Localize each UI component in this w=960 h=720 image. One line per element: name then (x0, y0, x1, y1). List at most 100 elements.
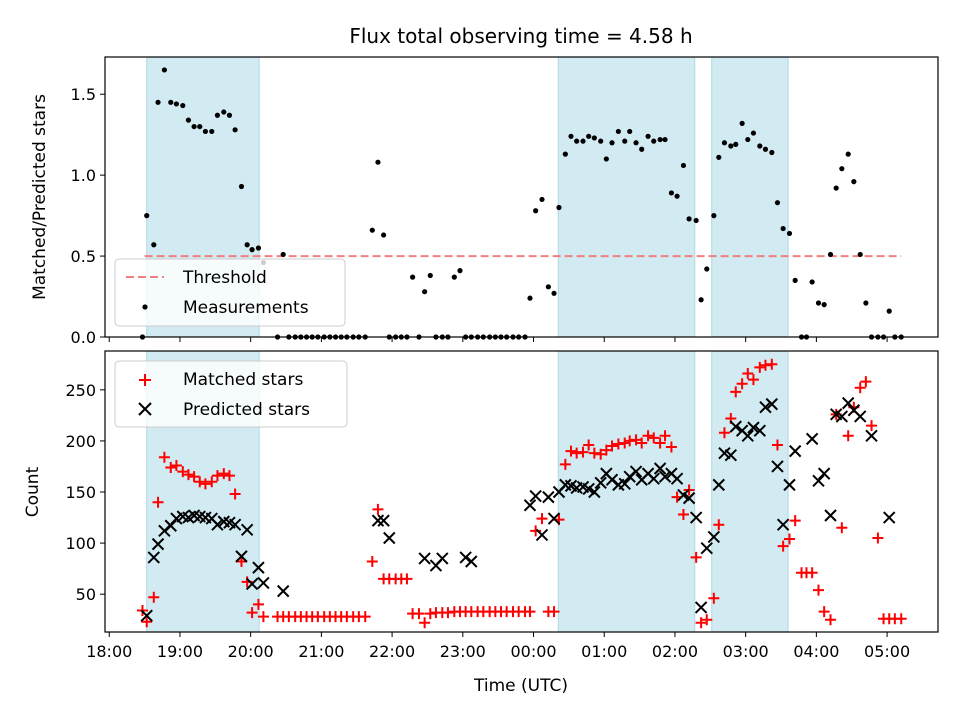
matched-star-point (257, 611, 269, 623)
y-tick-label: 150 (65, 483, 96, 502)
matched-star-point (536, 513, 548, 525)
predicted-stars-legend-label: Predicted stars (183, 400, 310, 420)
matched-star-point (229, 488, 241, 500)
measurement-point (551, 290, 557, 296)
matched-star-point (713, 519, 725, 531)
matched-star-point (624, 435, 636, 447)
predicted-star-point (765, 397, 779, 411)
predicted-star-point (670, 472, 684, 485)
measurement-point (845, 151, 851, 157)
matched-star-point (747, 374, 759, 386)
predicted-star-point (228, 518, 242, 531)
measurement-point (185, 117, 192, 123)
matched-star-point (836, 522, 848, 534)
measurement-point (168, 99, 174, 105)
measurement-point (851, 179, 857, 185)
bottom-axes-frame (104, 350, 939, 633)
measurement-point (574, 138, 580, 144)
matched-star-point (659, 430, 671, 442)
predicted-star-point (653, 462, 667, 475)
measurement-point (711, 213, 717, 219)
predicted-star-point (854, 410, 867, 423)
shaded-interval (557, 56, 696, 338)
matched-star-point (742, 367, 754, 379)
matched-star-point (754, 361, 766, 373)
measurement-point (202, 128, 209, 135)
matched-star-point (718, 427, 730, 439)
y-tick-label: 250 (65, 381, 96, 400)
measurements-legend-swatch (142, 304, 148, 310)
matched-star-point (872, 532, 884, 544)
matched-star-point (665, 441, 677, 453)
measurement-point (886, 308, 892, 314)
predicted-star-point (547, 512, 561, 525)
measurement-point (457, 268, 463, 274)
measurement-point (686, 216, 692, 222)
measurement-point (173, 101, 180, 107)
matched-star-point (648, 432, 660, 444)
measurement-point (622, 138, 628, 144)
measurement-point (762, 146, 769, 152)
measurement-point (750, 130, 757, 136)
measurement-point (809, 279, 815, 285)
matched-star-point (730, 386, 742, 398)
measurement-point (556, 204, 562, 211)
predicted-star-point (252, 561, 265, 574)
matched-star-point (366, 555, 378, 567)
predicted-star-point (151, 537, 165, 551)
predicted-star-point (694, 601, 708, 614)
matched-star-point (424, 608, 436, 620)
predicted-star-point (783, 478, 796, 492)
measurements-series (139, 67, 904, 340)
matched-star-point (148, 591, 160, 603)
x-tick-label: 01:00 (581, 642, 627, 661)
shaded-intervals (146, 350, 789, 633)
matched-star-point (571, 447, 583, 459)
predicted-star-point (682, 491, 696, 505)
matched-star-point (182, 469, 194, 481)
x-tick-label: 00:00 (510, 642, 556, 661)
measurement-point (580, 138, 586, 144)
measurement-point (603, 156, 609, 162)
matched-star-point (524, 606, 536, 618)
y-tick-label: 0.5 (71, 247, 96, 266)
measurement-point (739, 120, 745, 126)
matched-star-point (559, 458, 571, 470)
matched-star-point (158, 451, 170, 463)
matched-star-point (630, 434, 642, 446)
measurement-point (733, 141, 739, 147)
measurement-point (757, 143, 763, 149)
bottom-y-axis-label: Count (23, 466, 43, 517)
predicted-star-point (729, 420, 742, 433)
measurement-point (369, 227, 375, 233)
matched-star-point (789, 515, 801, 527)
matched-star-point (842, 430, 854, 442)
matched-star-point (246, 607, 258, 619)
measurement-point (728, 143, 734, 149)
measurement-point (716, 154, 722, 160)
measurement-point (680, 162, 687, 169)
measurement-point (451, 274, 457, 280)
y-tick-label: 100 (65, 534, 96, 553)
matched-star-point (252, 598, 264, 610)
predicted-star-point (817, 467, 831, 480)
predicted-star-point (240, 523, 254, 537)
predicted-star-point (753, 424, 767, 437)
measurement-point (539, 196, 545, 203)
measurement-point (586, 133, 592, 139)
predicted-star-point (865, 429, 878, 443)
measurement-point (645, 133, 651, 139)
measurement-point (662, 136, 668, 143)
measurement-point (255, 245, 262, 251)
matched-star-point (600, 444, 612, 456)
x-tick-label: 21:00 (298, 642, 344, 661)
matched-star-point (636, 437, 648, 449)
top-axes-frame (104, 56, 939, 338)
measurement-point (633, 140, 639, 146)
matched-star-point (577, 446, 589, 458)
measurement-point (598, 138, 604, 144)
measurement-point (209, 128, 215, 135)
shaded-interval (711, 350, 789, 633)
measurement-point (721, 140, 728, 146)
predicted-star-point (658, 470, 672, 483)
